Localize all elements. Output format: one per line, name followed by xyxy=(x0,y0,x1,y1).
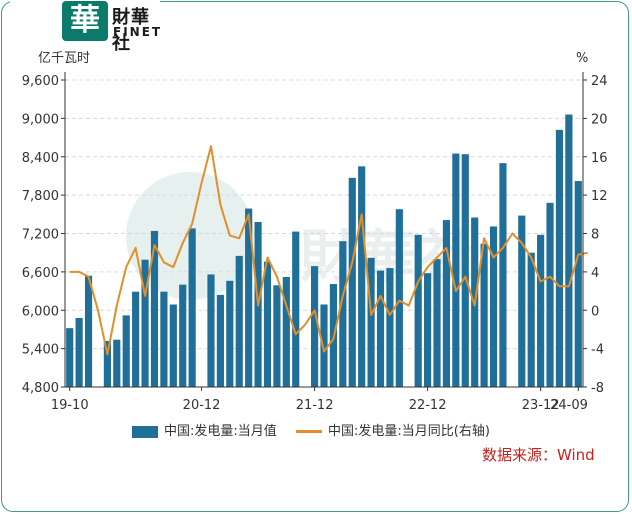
bar xyxy=(358,166,366,387)
y-right-tick-label: 8 xyxy=(591,228,599,243)
bar xyxy=(113,339,121,387)
bar xyxy=(235,255,243,387)
bar xyxy=(546,202,554,387)
bar xyxy=(414,234,422,387)
right-axis-unit: % xyxy=(576,51,588,66)
y-left-tick-label: 7,200 xyxy=(22,228,59,243)
y-right-tick-label: 0 xyxy=(591,304,599,319)
bar-series xyxy=(66,114,582,387)
brand-logo: 華 財華社 FINET xyxy=(10,0,163,54)
y-left-tick-label: 6,600 xyxy=(22,266,59,281)
bar xyxy=(75,317,83,387)
legend-label-bars: 中国:发电量:当月值 xyxy=(164,424,277,439)
bar xyxy=(311,266,319,387)
axes: 4,800 5,400 6,000 6,600 7,200 7,800 8,400 9,000… xyxy=(22,72,608,413)
bar xyxy=(216,294,224,387)
bar xyxy=(499,163,507,387)
y-left-tick-label: 6,000 xyxy=(22,304,59,319)
bar xyxy=(292,231,300,387)
bar xyxy=(424,273,432,387)
bar xyxy=(179,284,187,387)
bar xyxy=(132,291,140,387)
y-left-tick-label: 8,400 xyxy=(22,151,59,166)
bar xyxy=(395,209,403,387)
y-right-tick-label: 12 xyxy=(591,189,608,204)
legend-item-line: 中国:发电量:当月同比(右轴) xyxy=(296,420,490,439)
bar xyxy=(565,114,573,387)
bar xyxy=(160,291,168,387)
x-tick-label: 24-09 xyxy=(550,398,588,413)
y-left-tick-label: 9,000 xyxy=(22,112,59,127)
bar xyxy=(348,177,356,387)
yoy-growth-line xyxy=(69,145,588,356)
bar xyxy=(376,270,385,387)
bar xyxy=(122,315,130,387)
bar xyxy=(226,280,234,387)
bar xyxy=(245,208,253,387)
bar xyxy=(518,215,526,387)
bar xyxy=(207,274,215,387)
bar xyxy=(169,304,177,387)
x-tick-label: 20-12 xyxy=(183,398,221,413)
bar xyxy=(141,259,149,387)
bar xyxy=(461,154,469,387)
bar xyxy=(537,234,545,387)
bar xyxy=(527,252,535,387)
bar xyxy=(66,328,74,387)
bar xyxy=(339,241,347,387)
bar xyxy=(386,268,394,387)
data-source: 数据来源：Wind xyxy=(482,446,595,464)
y-right-tick-label: 16 xyxy=(591,151,608,166)
x-tick-label: 23-12 xyxy=(522,398,560,413)
legend-label-line: 中国:发电量:当月同比(右轴) xyxy=(328,424,490,439)
bar xyxy=(320,304,328,387)
bar xyxy=(555,129,564,387)
x-tick-label: 19-10 xyxy=(51,398,89,413)
bar xyxy=(103,340,111,387)
line-series xyxy=(69,145,588,356)
bar xyxy=(367,257,375,387)
bar xyxy=(150,230,159,387)
legend-swatch-bar xyxy=(132,425,158,438)
brand-name-cn: 財華社 xyxy=(112,7,150,54)
bar xyxy=(84,275,93,387)
bar xyxy=(442,220,451,387)
bar xyxy=(574,181,582,387)
y-left-tick-label: 9,600 xyxy=(22,74,59,89)
bar xyxy=(282,276,290,387)
y-right-tick-label: -4 xyxy=(591,343,604,358)
y-left-tick-label: 7,800 xyxy=(22,189,59,204)
bar xyxy=(480,243,488,387)
y-left-tick-label: 4,800 xyxy=(22,381,59,396)
bar xyxy=(263,261,272,387)
x-tick-label: 21-12 xyxy=(296,398,334,413)
brand-mark: 華 xyxy=(62,1,108,41)
y-right-tick-label: 4 xyxy=(591,266,599,281)
legend-item-bars: 中国:发电量:当月值 xyxy=(132,420,277,439)
bar xyxy=(433,259,441,387)
y-right-tick-label: -8 xyxy=(591,381,604,396)
y-left-tick-label: 5,400 xyxy=(22,343,59,358)
bar xyxy=(273,285,281,387)
bar xyxy=(489,226,498,387)
y-right-tick-label: 20 xyxy=(591,112,608,127)
brand-name-en: FINET xyxy=(113,25,163,39)
bar xyxy=(188,228,196,387)
y-right-tick-label: 24 xyxy=(591,74,608,89)
left-axis-unit: 亿千瓦时 xyxy=(38,51,90,66)
bar xyxy=(452,153,460,387)
legend-swatch-line xyxy=(296,430,322,433)
x-tick-label: 22-12 xyxy=(409,398,447,413)
